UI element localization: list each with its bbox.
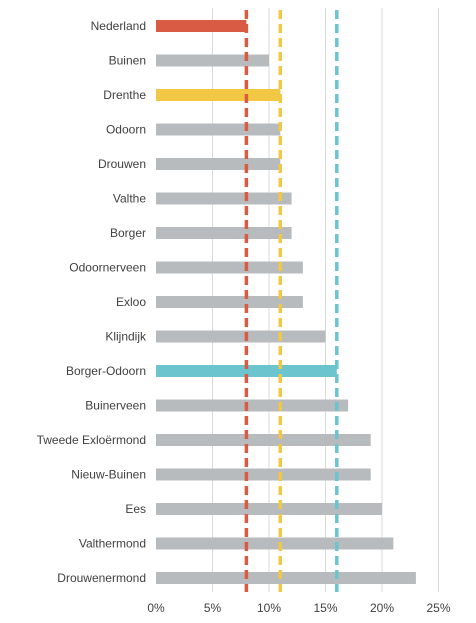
bar-nieuw-buinen bbox=[156, 468, 371, 481]
x-tick-label: 5% bbox=[204, 601, 222, 615]
category-labels: Nederland Buinen Drenthe Odoorn Drouwen Valth… bbox=[37, 19, 147, 585]
category-label: Odoornerveen bbox=[69, 261, 146, 275]
category-label: Odoorn bbox=[106, 123, 146, 137]
category-label: Nederland bbox=[91, 19, 146, 33]
category-label: Borger-Odoorn bbox=[66, 364, 146, 378]
x-tick-label: 20% bbox=[370, 601, 394, 615]
x-tick-label: 0% bbox=[147, 601, 165, 615]
bar-valthe bbox=[156, 192, 292, 205]
bar-nederland bbox=[156, 20, 247, 32]
bar-borger-odoorn bbox=[156, 365, 337, 377]
x-tick-label: 10% bbox=[257, 601, 281, 615]
bar-odoornerveen bbox=[156, 261, 303, 274]
bar-exloo bbox=[156, 296, 303, 308]
bar-tweede-exlo-rmond bbox=[156, 434, 371, 446]
x-tick-label: 15% bbox=[313, 601, 337, 615]
category-label: Drouwenermond bbox=[57, 571, 146, 585]
bar-drenthe bbox=[156, 89, 281, 101]
category-label: Nieuw-Buinen bbox=[71, 468, 146, 482]
bar-ees bbox=[156, 503, 382, 515]
category-label: Valthermond bbox=[79, 537, 146, 551]
x-tick-labels: 0% 5% 10% 15% 20% 25% bbox=[147, 601, 451, 615]
category-label: Borger bbox=[110, 226, 146, 240]
bar-valthermond bbox=[156, 537, 394, 550]
bar-odoorn bbox=[156, 123, 281, 136]
reference-lines bbox=[244, 10, 339, 592]
x-tick-label: 25% bbox=[426, 601, 450, 615]
category-label: Tweede Exloërmond bbox=[37, 433, 146, 447]
category-label: Buinen bbox=[109, 54, 146, 68]
bar-buinerveen bbox=[156, 399, 349, 412]
gridlines bbox=[212, 8, 439, 592]
category-label: Exloo bbox=[116, 295, 146, 309]
bar-klijndijk bbox=[156, 330, 326, 343]
category-label: Drenthe bbox=[103, 88, 146, 102]
bar-drouwenermond bbox=[156, 572, 416, 584]
category-label: Drouwen bbox=[98, 157, 146, 171]
category-label: Klijndijk bbox=[105, 330, 147, 344]
category-label: Ees bbox=[125, 502, 146, 516]
category-label: Buinerveen bbox=[85, 399, 146, 413]
bars bbox=[156, 20, 416, 584]
bar-drouwen bbox=[156, 158, 281, 170]
bar-buinen bbox=[156, 54, 269, 67]
category-label: Valthe bbox=[113, 192, 146, 206]
bar-borger bbox=[156, 227, 292, 239]
